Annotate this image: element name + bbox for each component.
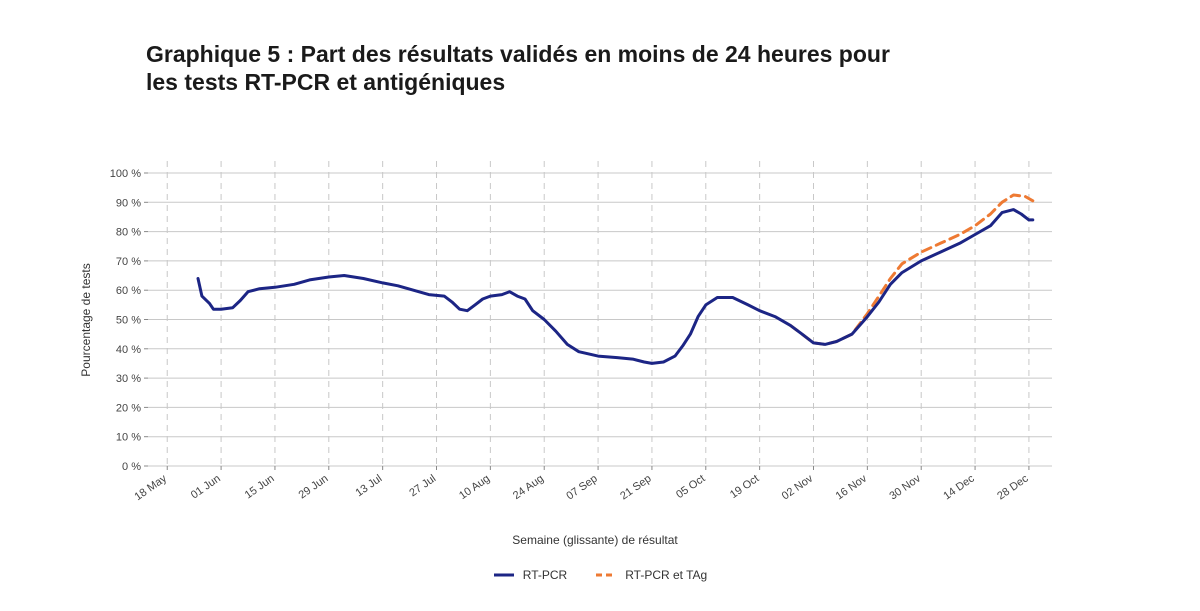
x-tick-label: 24 Aug	[511, 473, 546, 502]
x-tick-label: 30 Nov	[887, 472, 923, 502]
x-tick-label: 14 Dec	[941, 472, 977, 502]
x-axis-label: Semaine (glissante) de résultat	[512, 533, 678, 547]
x-tick-label: 28 Dec	[995, 472, 1031, 502]
x-tick-label: 15 Jun	[243, 473, 277, 502]
x-tick-label: 16 Nov	[834, 472, 870, 502]
legend-item-rtpcr-tag: RT-PCR et TAg	[595, 568, 707, 582]
x-tick-label: 05 Oct	[674, 473, 707, 501]
y-tick-label: 0 %	[122, 461, 141, 473]
x-tick-label: 27 Jul	[407, 473, 438, 500]
x-tick-label: 02 Nov	[780, 472, 816, 502]
x-tick-label: 10 Aug	[457, 473, 492, 502]
x-tick-label: 18 May	[133, 472, 170, 503]
series-line-rtpcr	[196, 208, 1035, 365]
y-tick-label: 20 %	[116, 402, 141, 414]
y-tick-label: 80 %	[116, 227, 141, 239]
y-tick-label: 70 %	[116, 256, 141, 268]
chart-title-line-2: les tests RT-PCR et antigéniques	[146, 69, 506, 95]
x-tick-label: 19 Oct	[728, 473, 761, 501]
x-tick-label: 07 Sep	[564, 473, 599, 503]
legend-label-rtpcr-tag: RT-PCR et TAg	[625, 568, 708, 582]
x-tick-label: 13 Jul	[353, 473, 384, 500]
series	[196, 193, 1035, 365]
y-tick-label: 40 %	[116, 344, 141, 356]
legend-item-rtpcr: RT-PCR	[493, 568, 567, 582]
legend-key-rtpcr-tag	[596, 573, 617, 577]
y-axis-label: Pourcentage de tests	[79, 263, 93, 376]
y-tick-label: 60 %	[116, 285, 141, 297]
chart-title-line-1: Graphique 5 : Part des résultats validés…	[146, 41, 890, 67]
axes: 0 % 10 % 20 % 30 % 40 % 50 % 60 % 70 % 80 % 90 % 1…	[110, 168, 1031, 503]
series-line-rtpcr-tag	[788, 193, 1035, 346]
x-tick-label: 29 Jun	[297, 473, 331, 502]
y-tick-label: 50 %	[116, 315, 141, 327]
legend-key-rtpcr	[493, 573, 514, 577]
legend: RT-PCR RT-PCR et TAg	[0, 568, 1200, 582]
y-tick-label: 100 %	[110, 168, 141, 180]
y-tick-label: 30 %	[116, 373, 141, 385]
y-tick-label: 10 %	[116, 432, 141, 444]
legend-label-rtpcr: RT-PCR	[522, 568, 568, 582]
x-tick-label: 01 Jun	[189, 473, 223, 502]
grid	[148, 161, 1052, 467]
chart-title: Graphique 5 : Part des résultats validés…	[146, 40, 1046, 96]
x-tick-label: 21 Sep	[618, 473, 653, 503]
y-tick-label: 90 %	[116, 197, 141, 209]
